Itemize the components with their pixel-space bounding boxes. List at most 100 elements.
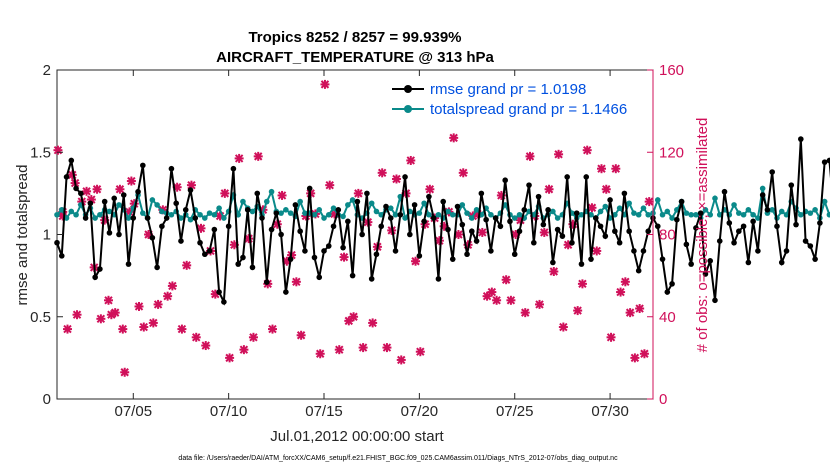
obs-count-marker: [582, 145, 592, 155]
totalspread-point: [688, 211, 694, 218]
obs-count-marker: [382, 343, 392, 353]
totalspread-point: [750, 211, 756, 218]
y-tick-label-left: 1.5: [30, 144, 51, 161]
totalspread-point: [416, 210, 423, 216]
rmse-point: [707, 258, 714, 264]
totalspread-point: [445, 208, 451, 215]
rmse-point: [197, 239, 203, 246]
totalspread-point: [54, 211, 60, 218]
rmse-point: [731, 239, 737, 246]
rmse-point: [511, 251, 518, 258]
obs-count-marker: [554, 149, 564, 159]
obs-count-marker: [167, 281, 177, 291]
obs-count-marker: [501, 275, 511, 285]
rmse-point: [526, 182, 532, 188]
rmse-point: [321, 248, 327, 254]
rmse-point: [144, 215, 151, 221]
obs-count-marker: [234, 153, 244, 163]
rmse-point: [140, 162, 146, 169]
obs-count-marker: [353, 188, 363, 198]
obs-count-marker: [611, 164, 621, 174]
rmse-point: [569, 239, 575, 246]
rmse-point: [325, 243, 332, 249]
rmse-point: [693, 225, 699, 231]
totalspread-point: [602, 203, 609, 210]
rmse-point: [826, 157, 830, 164]
y-axis-left-label: rmse and totalspread: [14, 165, 31, 306]
obs-count-marker: [601, 184, 611, 194]
obs-count-marker: [544, 184, 554, 194]
rmse-point: [216, 289, 222, 295]
rmse-point: [497, 223, 504, 230]
rmse-point: [273, 210, 280, 216]
rmse-point: [736, 228, 742, 235]
obs-count-marker: [492, 295, 502, 305]
rmse-point: [640, 248, 647, 254]
rmse-point: [111, 195, 118, 202]
rmse-point: [764, 207, 771, 213]
obs-count-marker: [96, 314, 106, 324]
chart-title-line2: AIRCRAFT_TEMPERATURE @ 313 hPa: [216, 49, 494, 66]
rmse-point: [469, 228, 475, 235]
rmse-point: [159, 223, 165, 230]
rmse-point: [521, 207, 528, 213]
rmse-point: [445, 226, 451, 233]
rmse-point: [292, 202, 299, 208]
rmse-point: [507, 218, 513, 225]
obs-count-marker: [153, 299, 163, 309]
totalspread-point: [378, 211, 385, 218]
rmse-point: [120, 192, 127, 198]
rmse-point: [73, 185, 79, 192]
obs-count-marker: [182, 260, 192, 270]
rmse-point: [402, 174, 408, 180]
totalspread-point: [659, 211, 666, 218]
obs-count-marker: [291, 277, 301, 287]
totalspread-point: [216, 205, 222, 211]
y-tick-label-left: 0: [43, 391, 51, 408]
obs-count-marker: [573, 306, 583, 316]
rmse-point: [130, 215, 137, 221]
rmse-point: [588, 256, 594, 262]
rmse-point: [516, 228, 523, 235]
obs-count-marker: [118, 324, 128, 334]
rmse-point: [378, 223, 385, 230]
totalspread-point: [473, 207, 480, 213]
rmse-point: [278, 231, 284, 238]
totalspread-point: [511, 215, 518, 221]
rmse-point: [221, 299, 227, 305]
rmse-point: [268, 226, 275, 233]
rmse-point: [449, 256, 456, 262]
obs-count-marker: [449, 133, 459, 143]
y-axis-right-label: # of obs: o=possible; ×=assimilated: [694, 118, 711, 353]
rmse-point: [774, 223, 780, 230]
totalspread-point: [464, 210, 470, 216]
obs-count-marker: [344, 316, 354, 326]
totalspread-point: [349, 197, 356, 203]
totalspread-point: [402, 215, 408, 221]
totalspread-point: [268, 188, 275, 195]
totalspread-point: [221, 215, 227, 221]
rmse-point: [488, 248, 494, 254]
totalspread-point: [769, 207, 775, 213]
obs-count-marker: [339, 252, 349, 262]
rmse-point: [631, 248, 637, 254]
totalspread-point: [116, 202, 122, 208]
x-tick-label: 07/10: [210, 403, 248, 420]
rmse-point: [87, 200, 94, 207]
rmse-point: [297, 228, 303, 235]
rmse-point: [688, 261, 694, 267]
obs-count-marker: [406, 155, 416, 165]
totalspread-point: [812, 207, 818, 213]
obs-count-marker: [201, 341, 211, 351]
obs-count-marker: [320, 79, 330, 89]
rmse-point: [116, 231, 122, 238]
obs-count-marker: [225, 353, 235, 363]
rmse-point: [316, 274, 323, 281]
obs-count-marker: [425, 184, 435, 194]
totalspread-point: [149, 197, 156, 203]
rmse-point: [225, 223, 232, 230]
totalspread-point: [807, 210, 814, 216]
rmse-point: [92, 274, 98, 281]
totalspread-point: [588, 211, 594, 218]
rmse-point: [354, 198, 361, 205]
